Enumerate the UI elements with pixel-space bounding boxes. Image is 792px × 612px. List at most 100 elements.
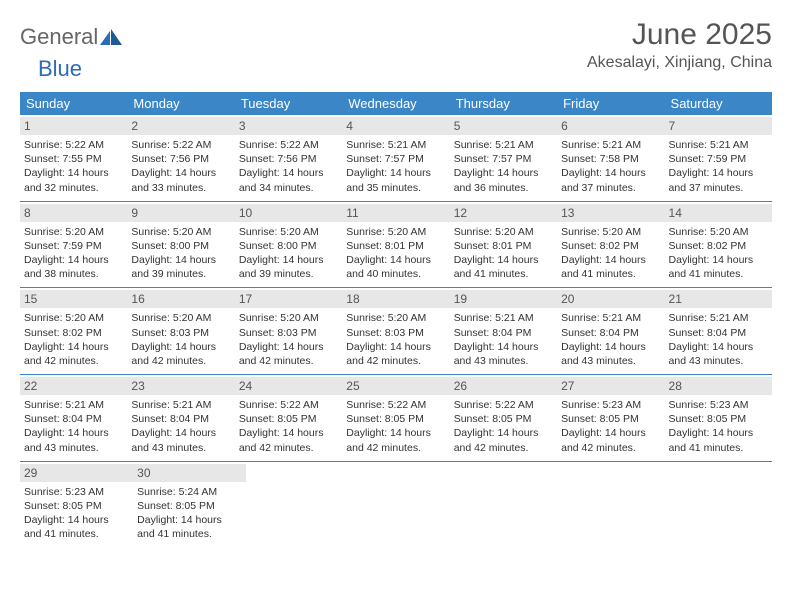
daylight-2: and 40 minutes. [346, 267, 445, 281]
day-cell: 14Sunrise: 5:20 AMSunset: 8:02 PMDayligh… [665, 202, 772, 288]
day-info: Sunrise: 5:20 AMSunset: 8:02 PMDaylight:… [669, 225, 768, 282]
day-info: Sunrise: 5:20 AMSunset: 8:00 PMDaylight:… [239, 225, 338, 282]
day-cell: 9 Sunrise: 5:20 AMSunset: 8:00 PMDaylight… [127, 202, 234, 288]
daylight-1: Daylight: 14 hours [561, 253, 660, 267]
empty-cell [562, 462, 667, 548]
sunrise: Sunrise: 5:23 AM [561, 398, 660, 412]
day-number: 11 [342, 204, 449, 222]
day-info: Sunrise: 5:20 AMSunset: 7:59 PMDaylight:… [24, 225, 123, 282]
daylight-1: Daylight: 14 hours [669, 253, 768, 267]
day-info: Sunrise: 5:22 AMSunset: 8:05 PMDaylight:… [346, 398, 445, 455]
day-info: Sunrise: 5:20 AMSunset: 8:02 PMDaylight:… [561, 225, 660, 282]
sunset: Sunset: 8:03 PM [239, 326, 338, 340]
day-cell: 28Sunrise: 5:23 AMSunset: 8:05 PMDayligh… [665, 375, 772, 461]
day-number: 1 [20, 117, 127, 135]
day-number: 25 [342, 377, 449, 395]
day-info: Sunrise: 5:21 AMSunset: 8:04 PMDaylight:… [669, 311, 768, 368]
daylight-1: Daylight: 14 hours [131, 340, 230, 354]
sunset: Sunset: 8:05 PM [669, 412, 768, 426]
sunrise: Sunrise: 5:24 AM [137, 485, 242, 499]
day-number: 29 [20, 464, 133, 482]
day-cell: 10Sunrise: 5:20 AMSunset: 8:00 PMDayligh… [235, 202, 342, 288]
daylight-2: and 34 minutes. [239, 181, 338, 195]
day-cell: 20Sunrise: 5:21 AMSunset: 8:04 PMDayligh… [557, 288, 664, 374]
sunrise: Sunrise: 5:21 AM [24, 398, 123, 412]
dow-thu: Thursday [450, 92, 557, 115]
daylight-1: Daylight: 14 hours [131, 426, 230, 440]
day-cell: 18Sunrise: 5:20 AMSunset: 8:03 PMDayligh… [342, 288, 449, 374]
daylight-1: Daylight: 14 hours [561, 340, 660, 354]
day-info: Sunrise: 5:23 AMSunset: 8:05 PMDaylight:… [561, 398, 660, 455]
daylight-1: Daylight: 14 hours [131, 253, 230, 267]
sunrise: Sunrise: 5:20 AM [346, 225, 445, 239]
daylight-2: and 41 minutes. [24, 527, 129, 541]
dow-sun: Sunday [20, 92, 127, 115]
day-info: Sunrise: 5:22 AMSunset: 8:05 PMDaylight:… [454, 398, 553, 455]
day-cell: 5Sunrise: 5:21 AMSunset: 7:57 PMDaylight… [450, 115, 557, 201]
day-cell: 25 Sunrise: 5:22 AMSunset: 8:05 PMDayligh… [342, 375, 449, 461]
day-info: Sunrise: 5:20 AMSunset: 8:01 PMDaylight:… [346, 225, 445, 282]
daylight-1: Daylight: 14 hours [131, 166, 230, 180]
daylight-1: Daylight: 14 hours [24, 513, 129, 527]
day-number: 12 [450, 204, 557, 222]
daylight-1: Daylight: 14 hours [669, 340, 768, 354]
day-number: 30 [133, 464, 246, 482]
empty-cell [351, 462, 456, 548]
dow-tue: Tuesday [235, 92, 342, 115]
daylight-2: and 42 minutes. [346, 441, 445, 455]
sunrise: Sunrise: 5:21 AM [561, 138, 660, 152]
sunrise: Sunrise: 5:21 AM [346, 138, 445, 152]
dow-row: Sunday Monday Tuesday Wednesday Thursday… [20, 92, 772, 115]
day-cell: 19Sunrise: 5:21 AMSunset: 8:04 PMDayligh… [450, 288, 557, 374]
day-cell: 30Sunrise: 5:24 AMSunset: 8:05 PMDayligh… [133, 462, 246, 548]
sunset: Sunset: 8:05 PM [24, 499, 129, 513]
daylight-2: and 42 minutes. [239, 354, 338, 368]
day-cell: 24Sunrise: 5:22 AMSunset: 8:05 PMDayligh… [235, 375, 342, 461]
sunrise: Sunrise: 5:20 AM [561, 225, 660, 239]
daylight-1: Daylight: 14 hours [239, 426, 338, 440]
day-cell: 26 Sunrise: 5:22 AMSunset: 8:05 PMDayligh… [450, 375, 557, 461]
sunset: Sunset: 8:02 PM [669, 239, 768, 253]
sunrise: Sunrise: 5:21 AM [454, 311, 553, 325]
day-cell: 21Sunrise: 5:21 AMSunset: 8:04 PMDayligh… [665, 288, 772, 374]
dow-fri: Friday [557, 92, 664, 115]
day-number: 24 [235, 377, 342, 395]
sunset: Sunset: 8:04 PM [561, 326, 660, 340]
day-number: 7 [665, 117, 772, 135]
daylight-2: and 43 minutes. [24, 441, 123, 455]
sunrise: Sunrise: 5:20 AM [24, 225, 123, 239]
daylight-1: Daylight: 14 hours [24, 426, 123, 440]
daylight-2: and 36 minutes. [454, 181, 553, 195]
daylight-1: Daylight: 14 hours [454, 426, 553, 440]
sunset: Sunset: 7:57 PM [346, 152, 445, 166]
sunset: Sunset: 8:04 PM [669, 326, 768, 340]
daylight-1: Daylight: 14 hours [137, 513, 242, 527]
sunrise: Sunrise: 5:20 AM [131, 225, 230, 239]
daylight-2: and 43 minutes. [669, 354, 768, 368]
day-info: Sunrise: 5:21 AMSunset: 7:59 PMDaylight:… [669, 138, 768, 195]
day-info: Sunrise: 5:20 AMSunset: 8:03 PMDaylight:… [239, 311, 338, 368]
sunrise: Sunrise: 5:21 AM [454, 138, 553, 152]
day-info: Sunrise: 5:22 AMSunset: 7:56 PMDaylight:… [131, 138, 230, 195]
daylight-1: Daylight: 14 hours [669, 426, 768, 440]
month-title: June 2025 [587, 18, 772, 52]
day-info: Sunrise: 5:22 AMSunset: 7:56 PMDaylight:… [239, 138, 338, 195]
empty-cell [667, 462, 772, 548]
sunset: Sunset: 8:04 PM [131, 412, 230, 426]
day-cell: 11 Sunrise: 5:20 AMSunset: 8:01 PMDayligh… [342, 202, 449, 288]
day-number: 18 [342, 290, 449, 308]
logo: General [20, 24, 122, 50]
sunset: Sunset: 8:00 PM [131, 239, 230, 253]
day-number: 4 [342, 117, 449, 135]
day-cell: 29Sunrise: 5:23 AMSunset: 8:05 PMDayligh… [20, 462, 133, 548]
logo-text-2: Blue [38, 56, 82, 82]
day-number: 5 [450, 117, 557, 135]
day-cell: 2Sunrise: 5:22 AMSunset: 7:56 PMDaylight… [127, 115, 234, 201]
calendar-page: General June 2025 Akesalayi, Xinjiang, C… [0, 0, 792, 557]
sunrise: Sunrise: 5:22 AM [239, 138, 338, 152]
day-cell: 22Sunrise: 5:21 AMSunset: 8:04 PMDayligh… [20, 375, 127, 461]
day-number: 26 [450, 377, 557, 395]
day-number: 9 [127, 204, 234, 222]
daylight-2: and 42 minutes. [346, 354, 445, 368]
daylight-2: and 43 minutes. [561, 354, 660, 368]
